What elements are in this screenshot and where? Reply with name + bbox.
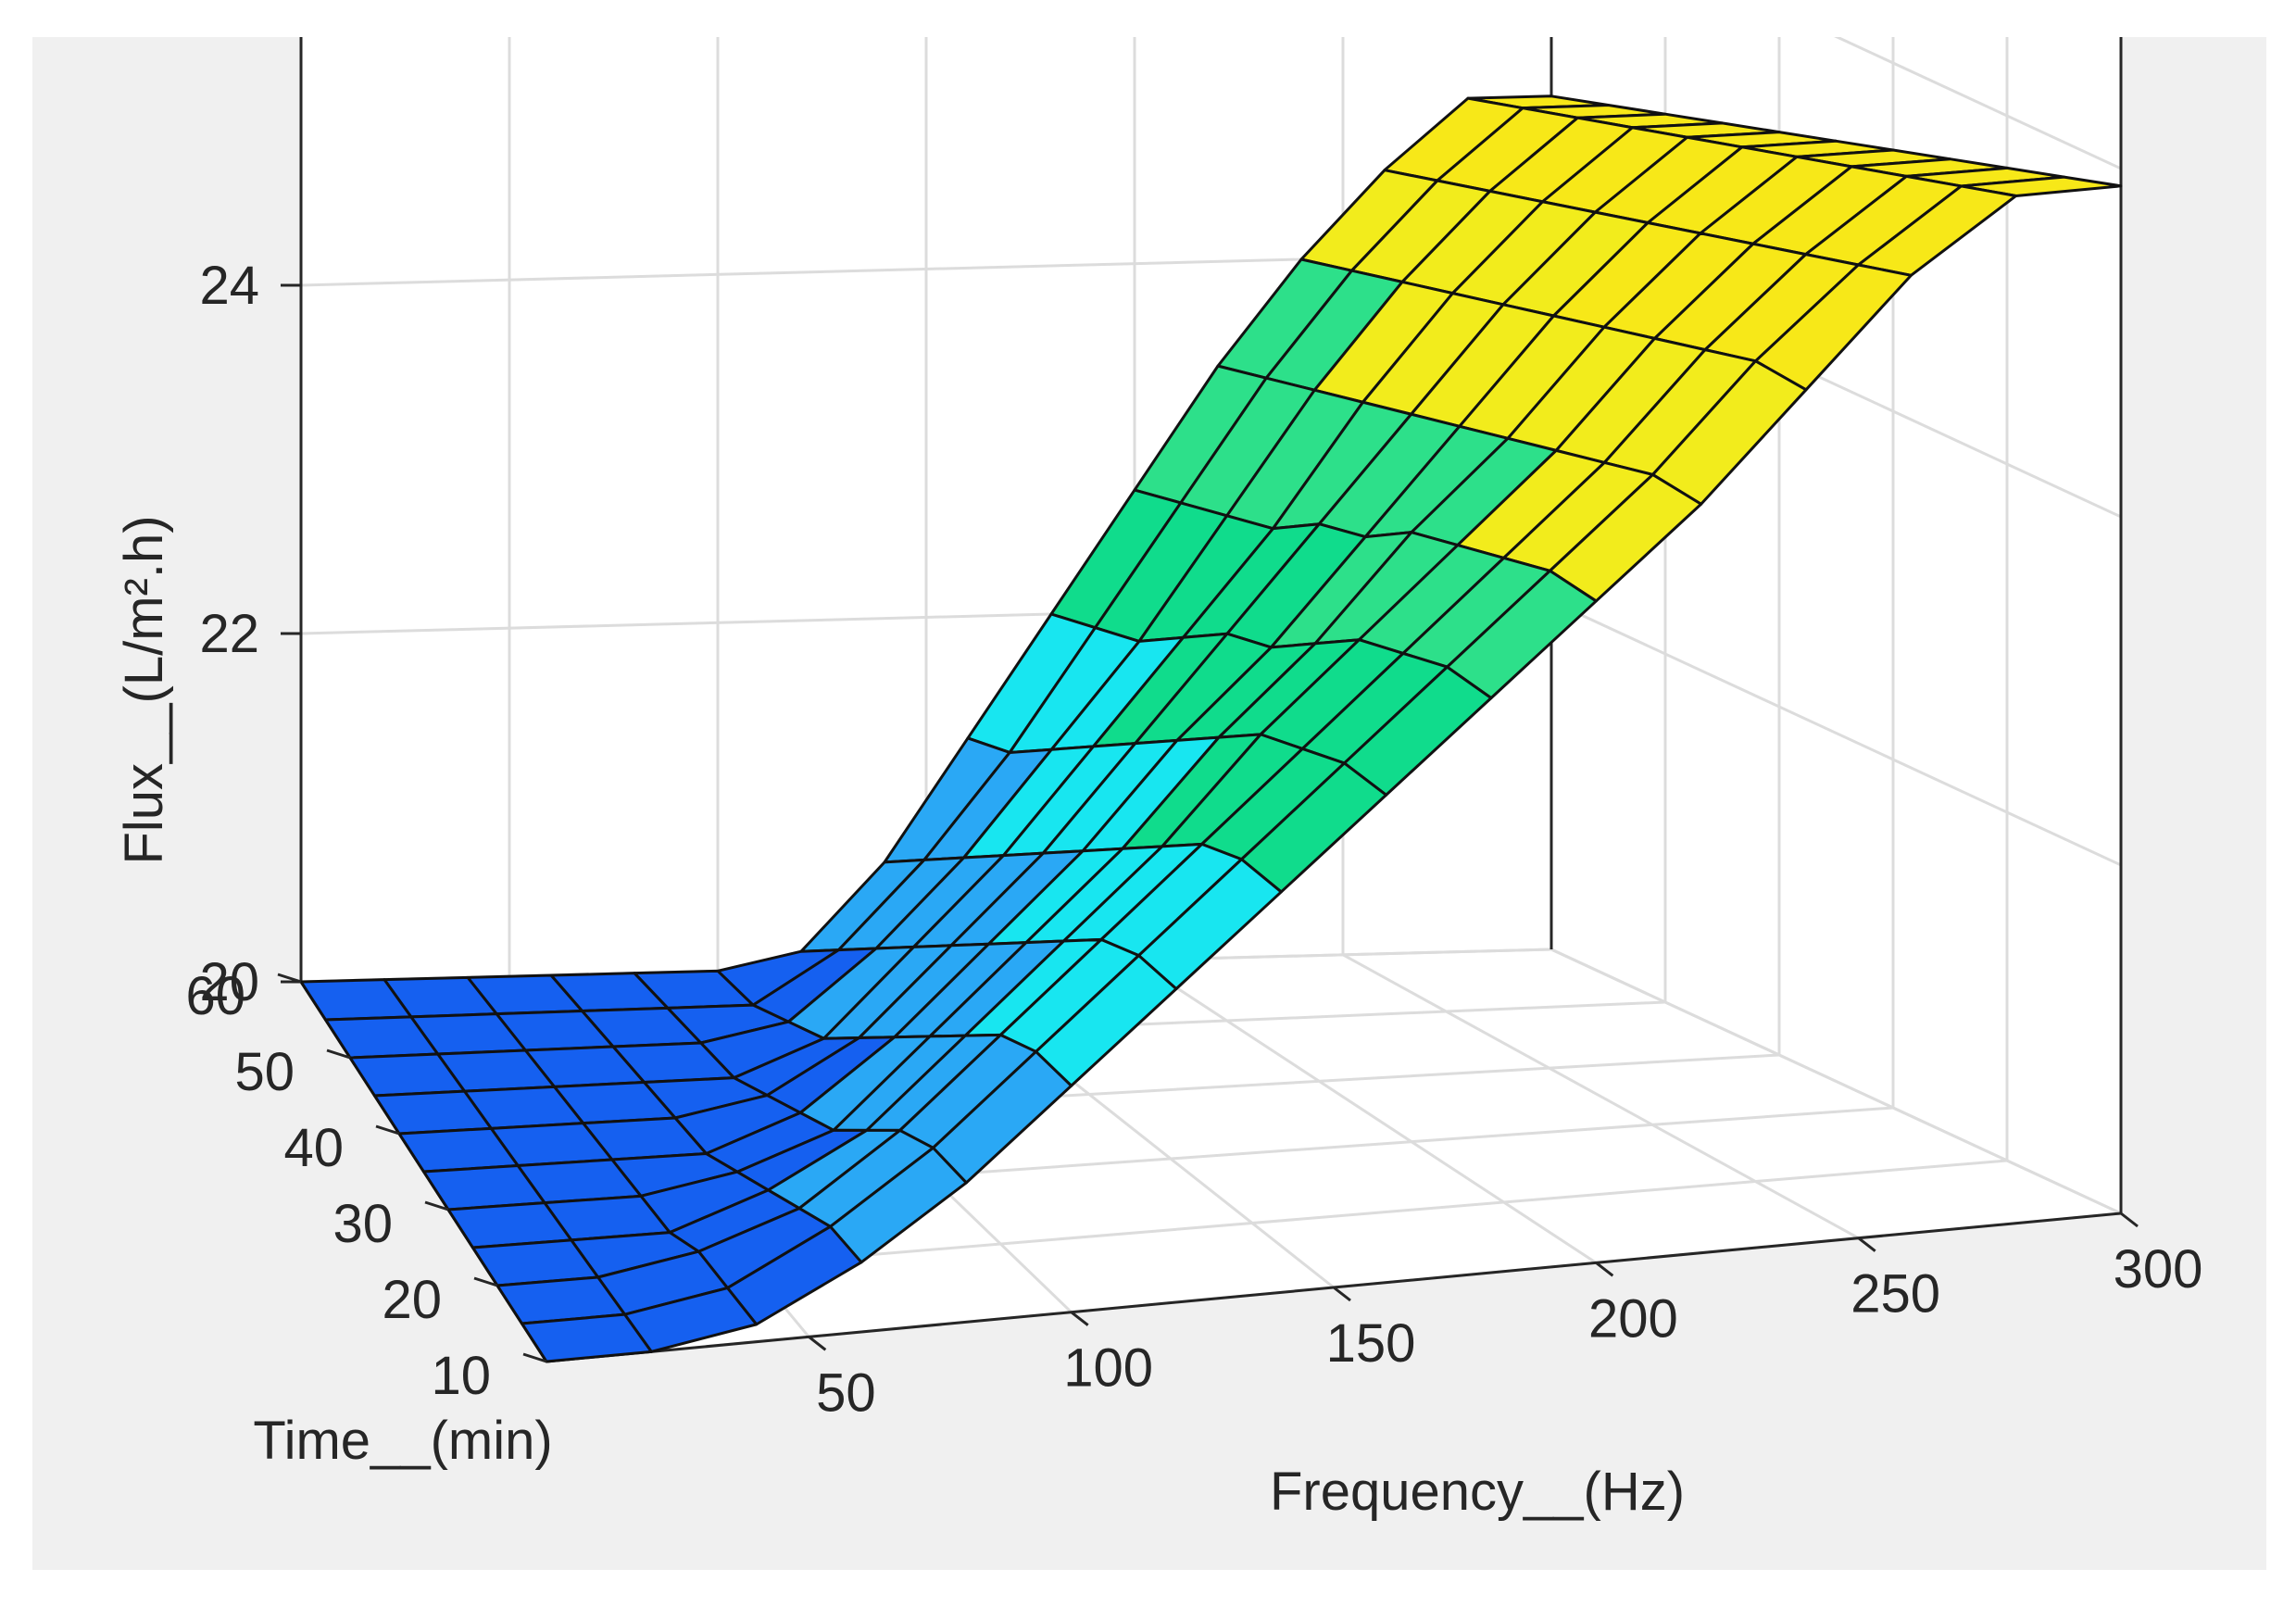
y-tick-label: 20 — [382, 1270, 442, 1330]
x-tick-mark — [808, 1336, 827, 1351]
x-tick-mark — [1333, 1286, 1351, 1302]
y-tick-label: 30 — [332, 1194, 393, 1254]
z-gridline — [1550, 599, 2122, 867]
x-tick-label: 100 — [1063, 1338, 1153, 1399]
figure-background: 2022242610203040506050100150200250300 Fr… — [32, 37, 2266, 1570]
x-tick-label: 150 — [1326, 1313, 1416, 1374]
surface-plot: 2022242610203040506050100150200250300 Fr… — [114, 37, 2203, 1522]
surface-mesh — [299, 94, 2123, 1363]
y-axis-label: Time__(min) — [253, 1411, 552, 1471]
x-tick-label: 300 — [2114, 1239, 2203, 1299]
x-gridline — [1550, 948, 2122, 1215]
y-tick-mark — [375, 1124, 400, 1136]
z-tick-label: 24 — [199, 256, 259, 316]
y-tick-mark — [424, 1200, 449, 1212]
z-gridline — [1834, 37, 2122, 170]
y-tick-label: 60 — [185, 966, 245, 1026]
z-tick-label: 20 — [199, 952, 259, 1012]
x-gridline — [1342, 953, 1860, 1239]
y-tick-label: 40 — [283, 1118, 344, 1178]
x-tick-label: 200 — [1588, 1288, 1678, 1349]
x-tick-label: 250 — [1851, 1264, 1940, 1325]
axis-ticks: 2022242610203040506050100150200250300 — [185, 256, 2203, 1423]
z-tick-label: 22 — [199, 604, 259, 664]
y-tick-mark — [473, 1276, 498, 1287]
surface-cell — [521, 1312, 653, 1363]
x-tick-mark — [2120, 1212, 2139, 1228]
y-tick-mark — [326, 1048, 351, 1060]
z-axis-label: Flux__(L/m².h) — [114, 515, 174, 864]
y-tick-mark — [522, 1352, 547, 1363]
x-gridline — [1134, 959, 1598, 1264]
x-tick-label: 50 — [816, 1362, 876, 1423]
x-tick-mark — [1857, 1237, 1876, 1252]
y-tick-label: 10 — [431, 1346, 491, 1406]
y-tick-mark — [277, 973, 302, 984]
x-tick-mark — [1595, 1262, 1614, 1277]
x-axis-label: Frequency__(Hz) — [1270, 1462, 1685, 1522]
y-tick-label: 50 — [234, 1042, 295, 1102]
x-tick-mark — [1070, 1311, 1089, 1326]
